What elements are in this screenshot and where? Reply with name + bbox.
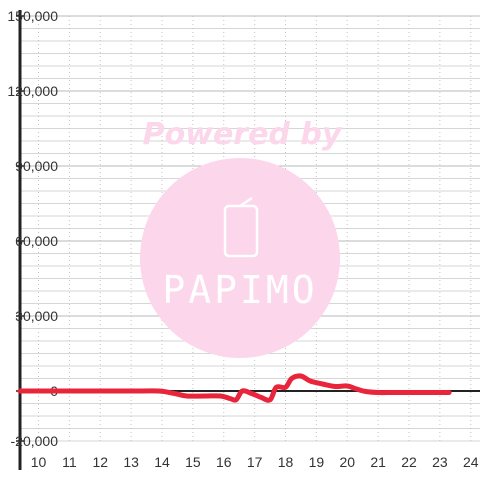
- x-tick-label: 12: [92, 454, 108, 470]
- x-tick-label: 21: [370, 454, 386, 470]
- y-tick-label: 150,000: [7, 8, 58, 24]
- phone-icon: [223, 196, 259, 258]
- x-tick-label: 13: [123, 454, 139, 470]
- x-tick-label: 17: [247, 454, 263, 470]
- x-tick-label: 18: [278, 454, 294, 470]
- x-tick-label: 19: [309, 454, 325, 470]
- x-tick-label: 15: [185, 454, 201, 470]
- x-tick-label: 24: [463, 454, 479, 470]
- x-tick-label: 23: [432, 454, 448, 470]
- x-tick-label: 14: [154, 454, 170, 470]
- x-tick-label: 22: [401, 454, 417, 470]
- y-tick-label: 30,000: [15, 308, 58, 324]
- x-tick-label: 16: [216, 454, 232, 470]
- y-tick-label: -20,000: [11, 433, 59, 449]
- y-tick-label: 90,000: [15, 158, 58, 174]
- watermark-powered-text: Powered by: [143, 117, 343, 152]
- series-line: [17, 373, 452, 403]
- x-tick-label: 11: [62, 454, 77, 470]
- watermark: Powered by PAPIMO: [140, 117, 343, 358]
- x-axis-ticks: 10 11 12 13 14 15 16 17 18 19 20 21 22 23 24: [31, 454, 479, 470]
- x-tick-label: 20: [339, 454, 355, 470]
- series-group: [17, 373, 452, 403]
- watermark-brand: PAPIMO: [162, 268, 317, 312]
- y-tick-label: 60,000: [15, 233, 58, 249]
- y-tick-label: 120,000: [7, 83, 58, 99]
- watermark-circle: [140, 158, 340, 358]
- x-tick-label: 10: [31, 454, 47, 470]
